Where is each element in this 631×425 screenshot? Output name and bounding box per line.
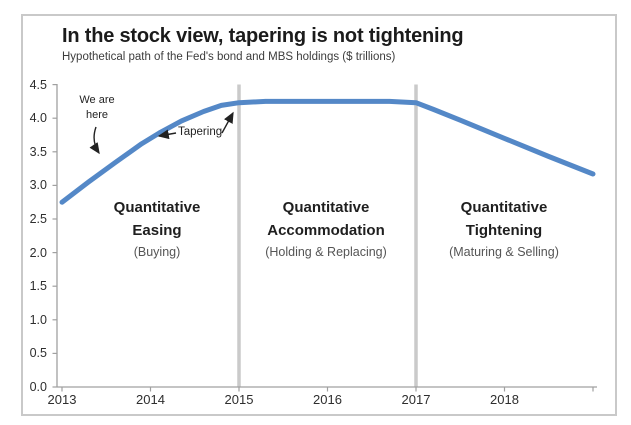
- phase-line1: Quantitative: [282, 199, 370, 216]
- y-axis-tick-label: 2.5: [29, 212, 47, 226]
- holdings-line-series: [59, 98, 596, 205]
- y-axis-tick-label: 3.5: [29, 144, 47, 159]
- x-axis-tick-label: 2017: [401, 392, 431, 407]
- y-axis-tick-label: 4.5: [29, 77, 47, 92]
- x-axis-tick-label: 2016: [313, 392, 342, 407]
- x-axis-tick-label: 2013: [47, 392, 77, 407]
- y-axis-tick-label: 3.0: [29, 178, 47, 193]
- phase-label-quantitative-easing: Quantitative Easing (Buying): [67, 197, 247, 263]
- phase-label-quantitative-tightening: Quantitative Tightening (Maturing & Sell…: [414, 197, 594, 263]
- chart-subtitle: Hypothetical path of the Fed's bond and …: [62, 51, 396, 63]
- phase-sub: (Buying): [133, 245, 181, 259]
- phase-label-quantitative-accommodation: Quantitative Accommodation (Holding & Re…: [236, 197, 416, 263]
- y-axis-tick-label: 2.0: [29, 245, 47, 260]
- annotation-we-are-here: We are here: [79, 94, 115, 121]
- tapering-up-arrow: [221, 111, 234, 134]
- chart-border: [21, 14, 617, 416]
- phase-sub: (Holding & Replacing): [265, 245, 387, 259]
- x-axis-tick-label: 2015: [224, 392, 254, 407]
- phase-line2: Accommodation: [267, 221, 385, 239]
- y-axis-tick-label: 0.0: [29, 380, 47, 394]
- annotation-tapering: Tapering: [178, 126, 223, 138]
- y-axis-tick-label: 1.0: [29, 312, 47, 327]
- y-axis-tick-label: 4.0: [29, 111, 47, 126]
- phase-line2: Tightening: [465, 221, 543, 239]
- we-are-here-arrow: [89, 126, 100, 155]
- phase-line1: Quantitative: [113, 199, 201, 216]
- tapering-left-arrow: [157, 129, 177, 140]
- y-axis-tick-label: 1.5: [29, 279, 47, 294]
- phase-sub: (Maturing & Selling): [449, 245, 559, 259]
- axis-tick-marks: [52, 83, 594, 392]
- x-axis-tick-label: 2014: [136, 392, 165, 407]
- x-axis-tick-label: 2018: [490, 392, 519, 407]
- phase-line1: Quantitative: [460, 199, 548, 216]
- chart-title: In the stock view, tapering is not tight…: [62, 25, 464, 47]
- phase-line2: Easing: [132, 221, 182, 239]
- y-axis-tick-label: 0.5: [29, 346, 47, 361]
- phase-divider-lines: [237, 84, 418, 387]
